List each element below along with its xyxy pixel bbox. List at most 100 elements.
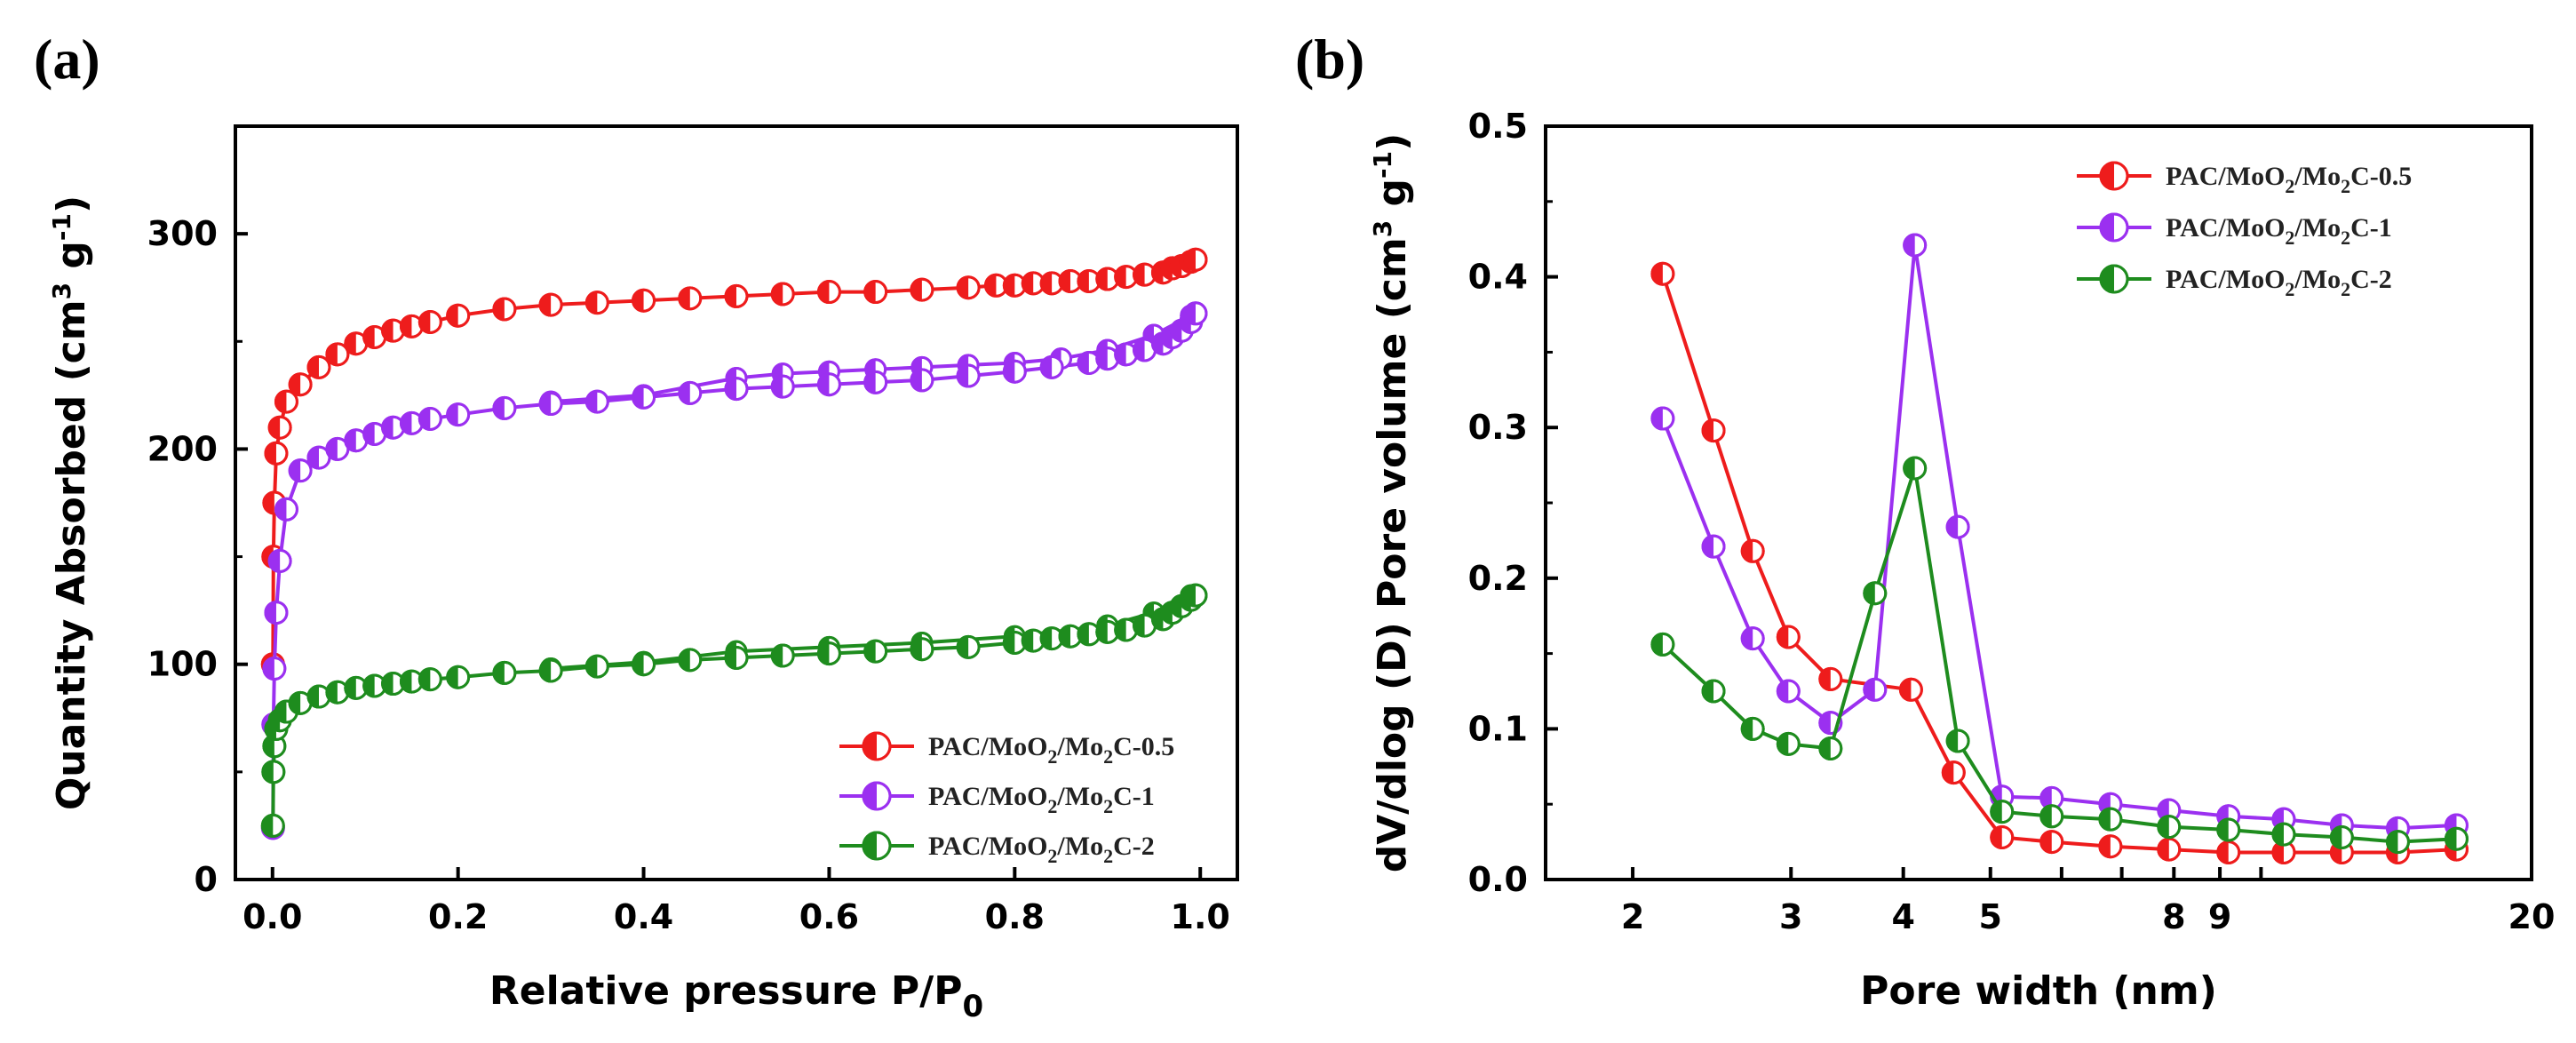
data-point <box>2216 817 2241 842</box>
data-point <box>381 415 406 440</box>
legend-entry: PAC/MoO2/Mo2C-1 <box>928 782 1155 817</box>
data-point <box>678 648 703 673</box>
legend-marker <box>862 731 892 761</box>
legend: PAC/MoO2/Mo2C-0.5 PAC/MoO2/Mo2C-1 PAC/MoO2… <box>2077 161 2412 300</box>
data-point <box>538 292 563 317</box>
data-point <box>1077 268 1101 293</box>
x-tick-label: 5 <box>1979 897 2002 936</box>
data-point <box>2098 807 2123 832</box>
x-tick-label: 0.2 <box>428 897 488 936</box>
data-point <box>983 273 1008 298</box>
y-tick-label: 0.3 <box>1468 408 1528 447</box>
legend-entry: PAC/MoO2/Mo2C-0.5 <box>928 732 1174 768</box>
series-PAC/MoO2/Mo2C-0.5 <box>1650 261 2469 864</box>
legend-marker <box>862 781 892 811</box>
data-point <box>344 331 369 356</box>
data-point <box>1941 760 1966 785</box>
data-point <box>1701 418 1726 443</box>
x-tick-label: 8 <box>2162 897 2185 936</box>
legend-entry: PAC/MoO2/Mo2C-1 <box>2166 213 2392 249</box>
data-point <box>1776 679 1801 704</box>
data-point <box>381 672 406 697</box>
data-point <box>2098 834 2123 859</box>
data-point <box>288 372 313 397</box>
data-point <box>306 354 331 379</box>
data-point <box>264 441 289 466</box>
data-point <box>1818 666 1843 691</box>
series-line <box>1661 467 2457 844</box>
data-point <box>1818 736 1843 760</box>
data-point <box>399 314 424 338</box>
panel-label: (a) <box>34 28 100 91</box>
data-point <box>1183 247 1208 272</box>
data-point <box>538 658 563 683</box>
data-point <box>1740 538 1765 563</box>
data-point <box>288 458 313 483</box>
x-tick-label: 9 <box>2208 897 2231 936</box>
y-tick-label: 0.4 <box>1468 258 1528 297</box>
data-point <box>1650 632 1675 657</box>
series-PAC/MoO2/Mo2C-1 <box>1650 233 2469 840</box>
series-PAC/MoO2/Mo2C-2 <box>260 583 1208 838</box>
data-point <box>538 392 563 417</box>
data-point <box>417 407 442 432</box>
data-point <box>2385 830 2410 855</box>
series-line <box>1660 273 2457 855</box>
data-point <box>446 303 471 328</box>
data-point <box>1114 342 1139 367</box>
data-point <box>910 637 934 662</box>
y-tick-label: 100 <box>147 645 218 684</box>
data-point <box>1776 731 1801 756</box>
data-point <box>399 669 424 694</box>
data-point <box>863 280 888 305</box>
legend-marker <box>2099 264 2129 294</box>
data-point <box>344 428 369 453</box>
data-point <box>417 309 442 334</box>
data-point <box>2216 840 2241 864</box>
data-point <box>632 288 656 313</box>
data-point <box>678 380 703 405</box>
data-point <box>678 286 703 311</box>
data-point <box>1058 624 1083 649</box>
data-point <box>632 385 656 410</box>
data-point <box>1898 677 1923 702</box>
x-tick-label: 0.4 <box>614 897 673 936</box>
data-point <box>863 639 888 664</box>
legend: PAC/MoO2/Mo2C-0.5 PAC/MoO2/Mo2C-1 PAC/MoO2… <box>839 731 1174 867</box>
data-point <box>956 275 981 300</box>
data-point <box>2157 815 2182 840</box>
data-point <box>863 370 888 394</box>
data-point <box>770 643 795 668</box>
data-point <box>1133 262 1157 287</box>
data-point <box>492 297 517 322</box>
data-point <box>584 654 609 679</box>
y-tick-label: 0.1 <box>1468 709 1528 748</box>
data-point <box>325 342 350 367</box>
data-point <box>1039 271 1064 296</box>
data-point <box>260 813 285 838</box>
y-tick-label: 200 <box>147 429 218 468</box>
data-point <box>2271 822 2296 847</box>
x-tick-label: 20 <box>2508 897 2556 936</box>
x-axis-title: Relative pressure P/P0 <box>489 968 983 1024</box>
data-point <box>956 634 981 659</box>
data-point <box>381 318 406 343</box>
series-PAC/MoO2/Mo2C-0.5 <box>260 247 1208 677</box>
data-point <box>274 389 298 414</box>
data-point <box>1650 261 1675 286</box>
data-point <box>306 684 331 709</box>
data-point <box>1701 534 1726 559</box>
data-point <box>1945 514 1970 539</box>
panel-b: (b) 2 3 4 5 8 9 20 0.0 0.1 0.2 0.3 0.4 0.5 Pore width … <box>1295 28 2555 1014</box>
data-point <box>1903 233 1928 258</box>
data-point <box>399 410 424 435</box>
data-point <box>770 282 795 307</box>
data-point <box>2444 826 2469 851</box>
data-point <box>1740 626 1765 651</box>
legend-entry: PAC/MoO2/Mo2C-2 <box>2166 265 2392 300</box>
y-tick-label: 0.2 <box>1468 559 1528 598</box>
data-point <box>1903 456 1928 481</box>
x-tick-label: 1.0 <box>1171 897 1230 936</box>
legend-entry: PAC/MoO2/Mo2C-0.5 <box>2166 162 2412 197</box>
